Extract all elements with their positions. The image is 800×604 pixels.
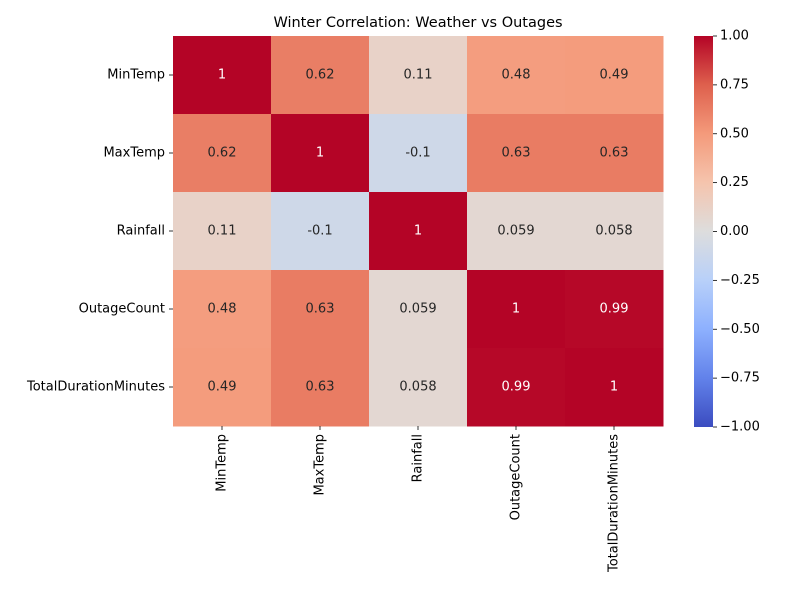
column-tick-label: MinTemp	[215, 434, 230, 492]
colorbar-tick-label: 1.00	[720, 29, 749, 44]
heatmap-cell	[467, 348, 566, 427]
colorbar-tick-label: 0.00	[720, 224, 749, 239]
cell-value-label: -0.1	[307, 224, 332, 239]
cell-value-label: -0.1	[405, 146, 430, 161]
colorbar: 1.00 0.75 0.50 0.25 0.00 −0.25 −0.50 −0.75 −1.00	[694, 29, 760, 435]
cell-value-label: 1	[316, 146, 324, 161]
cell-value-label: 0.48	[208, 302, 237, 317]
heatmap-cell	[467, 114, 566, 193]
heatmap-cell	[173, 192, 272, 271]
cell-value-label: 0.059	[497, 224, 534, 239]
heatmap-cell	[369, 114, 468, 193]
cell-value-label: 0.62	[306, 68, 335, 83]
cell-value-label: 0.059	[399, 302, 436, 317]
heatmap-cell	[565, 348, 664, 427]
heatmap-cell	[271, 270, 370, 349]
heatmap-cell	[369, 348, 468, 427]
cell-value-label: 0.99	[600, 302, 629, 317]
row-tick-label: MaxTemp	[103, 146, 165, 161]
heatmap-cell	[271, 348, 370, 427]
colorbar-tick-label: −0.75	[720, 371, 760, 386]
column-tick-label: MaxTemp	[313, 434, 328, 496]
column-tick-label: OutageCount	[509, 434, 524, 520]
colorbar-tick-label: −0.25	[720, 273, 760, 288]
heatmap-cell	[369, 192, 468, 271]
column-tick-label: Rainfall	[411, 434, 426, 482]
cell-value-label: 0.63	[306, 302, 335, 317]
heatmap-cell	[173, 114, 272, 193]
heatmap-cell	[467, 192, 566, 271]
cell-value-label: 0.058	[399, 380, 436, 395]
cell-value-label: 1	[610, 380, 618, 395]
heatmap-cell	[467, 36, 566, 115]
row-tick-label: MinTemp	[107, 68, 165, 83]
heatmap-cells: 1 0.62 0.11 0.48 0.49 0.62 1 -0.1 0.63 0.63 0.11 -0…	[173, 36, 664, 427]
row-tick-label: OutageCount	[79, 302, 165, 317]
cell-value-label: 0.11	[404, 68, 433, 83]
heatmap-cell	[271, 114, 370, 193]
cell-value-label: 1	[414, 224, 422, 239]
cell-value-label: 1	[512, 302, 520, 317]
row-tick-labels: MinTemp MaxTemp Rainfall OutageCount TotalDu…	[26, 68, 173, 395]
heatmap-cell	[173, 348, 272, 427]
heatmap-cell	[173, 270, 272, 349]
cell-value-label: 0.63	[306, 380, 335, 395]
chart-title: Winter Correlation: Weather vs Outages	[273, 15, 562, 31]
cell-value-label: 0.058	[595, 224, 632, 239]
heatmap-cell	[565, 114, 664, 193]
cell-value-label: 0.63	[502, 146, 531, 161]
heatmap-cell	[467, 270, 566, 349]
colorbar-tick-label: −1.00	[720, 420, 760, 435]
colorbar-gradient	[694, 36, 713, 427]
cell-value-label: 0.63	[600, 146, 629, 161]
heatmap-cell	[565, 192, 664, 271]
column-tick-label: TotalDurationMinutes	[607, 434, 622, 573]
colorbar-tick-label: 0.50	[720, 126, 749, 141]
cell-value-label: 0.49	[600, 68, 629, 83]
colorbar-tick-label: −0.50	[720, 322, 760, 337]
cell-value-label: 0.48	[502, 68, 531, 83]
cell-value-label: 0.11	[208, 224, 237, 239]
cell-value-label: 0.62	[208, 146, 237, 161]
heatmap-cell	[369, 270, 468, 349]
heatmap-cell	[565, 270, 664, 349]
heatmap-cell	[369, 36, 468, 115]
heatmap-cell	[271, 36, 370, 115]
heatmap-cell	[565, 36, 664, 115]
heatmap-cell	[173, 36, 272, 115]
cell-value-label: 1	[218, 68, 226, 83]
cell-value-label: 0.49	[208, 380, 237, 395]
cell-value-label: 0.99	[502, 380, 531, 395]
heatmap-cell	[271, 192, 370, 271]
row-tick-label: Rainfall	[117, 224, 165, 239]
colorbar-tick-label: 0.25	[720, 175, 749, 190]
row-tick-label: TotalDurationMinutes	[26, 380, 165, 395]
column-tick-labels: MinTemp MaxTemp Rainfall OutageCount TotalDu…	[215, 426, 622, 573]
colorbar-tick-label: 0.75	[720, 77, 749, 92]
